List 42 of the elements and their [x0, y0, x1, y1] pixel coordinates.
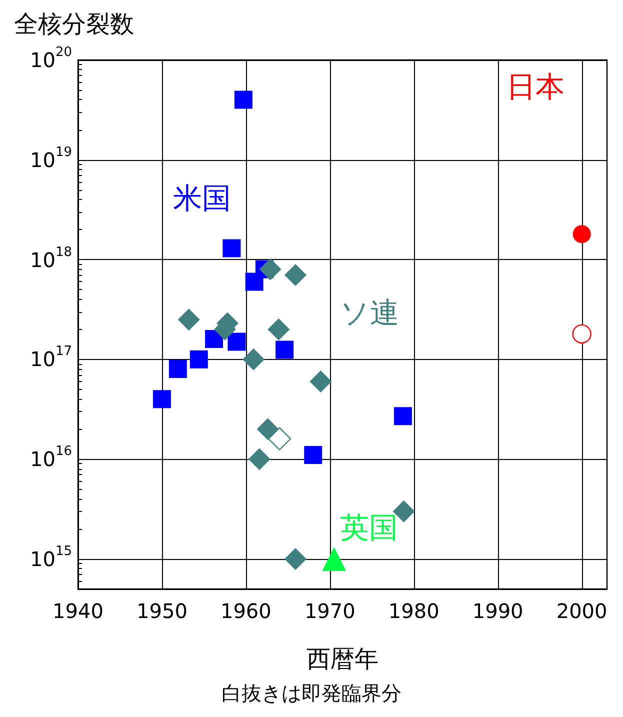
point [256, 418, 279, 440]
point [284, 548, 306, 570]
y-axis-title: 全核分裂数 [14, 10, 134, 38]
point [248, 448, 270, 470]
point [234, 90, 252, 109]
point [572, 324, 592, 344]
text: 日本 [506, 70, 564, 104]
point [322, 546, 346, 571]
point [152, 390, 171, 408]
point [178, 308, 200, 331]
point [284, 264, 306, 286]
x-tick-label: 1990 [472, 599, 524, 623]
point [242, 348, 264, 370]
y-tick-label: 10$^{17}$ [30, 344, 72, 374]
point [168, 360, 187, 378]
x-tick-label: 1970 [304, 599, 356, 623]
x-tick-label: 1960 [220, 599, 272, 623]
point [228, 332, 246, 351]
point [304, 446, 322, 464]
point [268, 427, 292, 450]
point [268, 318, 290, 340]
y-tick-label: 10$^{16}$ [30, 444, 72, 474]
text: 白抜きは即発臨界分 [222, 681, 402, 705]
point [222, 239, 241, 258]
point [259, 258, 282, 280]
y-tick-label: 10$^{20}$ [30, 45, 72, 74]
point [572, 225, 591, 244]
series-label: 英国 [340, 510, 398, 544]
x-tick-label: 1940 [52, 599, 104, 623]
x-tick-label: 1980 [388, 599, 440, 623]
x-axis-title: 西暦年 [306, 645, 378, 673]
y-tick-label: 10$^{15}$ [30, 544, 72, 573]
y-tick-label: 10$^{19}$ [30, 144, 72, 174]
y-tick-label: 10$^{18}$ [30, 244, 72, 274]
point [310, 370, 332, 393]
x-tick-label: 2000 [556, 599, 608, 623]
series-label: ソ連 [340, 296, 399, 330]
point [276, 340, 294, 359]
series-label: 米国 [173, 180, 232, 215]
point [190, 350, 208, 368]
point [394, 407, 412, 426]
x-tick-label: 1950 [136, 599, 188, 623]
